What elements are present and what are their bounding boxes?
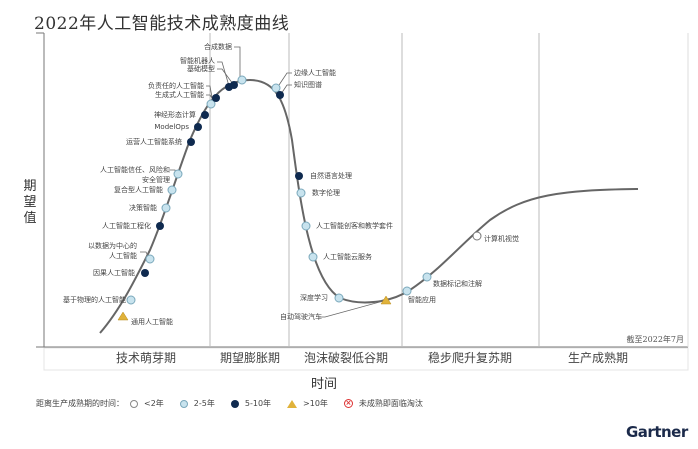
svg-text:因果人工智能: 因果人工智能 [93,268,135,277]
svg-text:合成数据: 合成数据 [204,42,232,51]
point-ai-cloud-services [308,252,318,262]
y-axis-label-1: 期 [23,179,36,194]
point-ai-engineering [156,222,164,230]
point-ai-ops-systems [187,138,195,146]
lightblue-circle-icon [179,399,188,408]
svg-text:基于物理的人工智能: 基于物理的人工智能 [63,295,126,304]
point-neuromorphic [201,111,209,119]
point-physics-ai [126,295,136,305]
point-data-centric-ai [145,254,155,264]
point-generative-ai [206,99,216,109]
point-edge-ai [271,83,281,93]
svg-text:复合型人工智能: 复合型人工智能 [114,185,163,194]
point-smart-applications [402,286,412,296]
phase-plateau: 生产成熟期 [568,350,628,365]
point-knowledge-graph [276,91,284,99]
y-axis-label-3: 值 [23,210,36,226]
point-data-labeling [422,272,432,282]
svg-text:数字伦理: 数字伦理 [312,188,340,197]
svg-text:人工智能: 人工智能 [109,251,137,260]
red-x-circle-icon: × [343,399,353,408]
point-smart-robots [230,81,238,89]
svg-text:基础模型: 基础模型 [187,64,215,73]
svg-text:人工智能云服务: 人工智能云服务 [323,252,372,261]
svg-text:以数据为中心的: 以数据为中心的 [88,241,137,250]
svg-text:决策智能: 决策智能 [129,203,157,212]
svg-text:负责任的人工智能: 负责任的人工智能 [148,81,204,90]
svg-text:深度学习: 深度学习 [300,293,328,302]
point-computer-vision [472,231,482,241]
data-points [117,75,482,321]
phase-innovation-trigger: 技术萌芽期 [116,351,176,365]
navy-circle-icon [230,399,239,408]
y-axis-label-2: 望 [23,194,36,210]
phase-trough: 泡沫破裂低谷期 [304,350,388,365]
legend-item-2to5: 2-5年 [179,398,215,409]
svg-text:智能机器人: 智能机器人 [180,56,215,65]
phase-slope: 稳步爬升复苏期 [428,350,512,365]
phase-peak: 期望膨胀期 [220,351,280,365]
svg-text:ModelOps: ModelOps [154,123,189,131]
svg-text:运营人工智能系统: 运营人工智能系统 [126,137,182,146]
point-deep-learning [334,293,344,303]
svg-text:知识图谱: 知识图谱 [294,80,322,89]
svg-text:安全管理: 安全管理 [142,175,170,184]
legend-title: 距离生产成熟期的时间： [36,399,124,408]
legend-item-5to10: 5-10年 [230,398,271,409]
svg-text:人工智能工程化: 人工智能工程化 [102,221,151,230]
point-ai-trism [173,169,183,179]
point-responsible-ai [212,94,220,102]
svg-text:智能应用: 智能应用 [408,295,436,304]
point-labels: 通用人工智能 基于物理的人工智能 因果人工智能 以数据为中心的 人工智能 人工智… [63,42,519,326]
svg-text:边缘人工智能: 边缘人工智能 [294,68,336,77]
legend-item-gt10: >10年 [287,398,328,409]
svg-text:神经形态计算: 神经形态计算 [154,110,196,119]
svg-text:通用人工智能: 通用人工智能 [131,317,173,326]
svg-text:自动驾驶汽车: 自动驾驶汽车 [280,312,322,321]
white-circle-icon [130,399,138,408]
point-ai-maker-kits [301,221,311,231]
legend-item-lt2: <2年 [130,398,164,409]
svg-text:人工智能信任、风险和: 人工智能信任、风险和 [100,165,170,174]
svg-text:自然语言处理: 自然语言处理 [310,171,352,180]
point-modelops [194,123,202,131]
legend: 距离生产成熟期的时间： <2年 2-5年 5-10年 >10年 × 未成熟即面临… [36,398,433,409]
point-agi [117,311,129,321]
svg-text:生成式人工智能: 生成式人工智能 [155,90,204,99]
svg-text:计算机视觉: 计算机视觉 [484,234,519,243]
point-synthetic-data [237,75,247,85]
point-decision-intelligence [161,203,171,213]
point-digital-ethics [296,188,306,198]
point-autonomous-vehicles [380,295,392,305]
svg-text:数据标记和注解: 数据标记和注解 [433,279,482,288]
legend-item-obsolete: × 未成熟即面临淘汰 [343,399,423,408]
as-of-date: 截至2022年7月 [627,334,684,344]
point-nlp [295,172,303,180]
svg-text:人工智能创客和教学套件: 人工智能创客和教学套件 [316,221,393,230]
point-causal-ai [141,269,149,277]
chart-title: 2022年人工智能技术成熟度曲线 [34,14,290,34]
x-axis-label: 时间 [311,377,337,392]
yellow-triangle-icon [287,399,298,408]
gartner-logo: Gartner [626,423,688,441]
point-composite-ai [167,185,177,195]
